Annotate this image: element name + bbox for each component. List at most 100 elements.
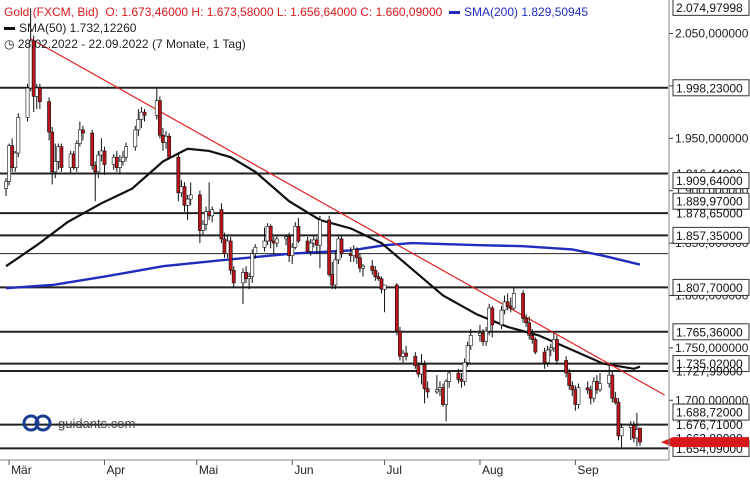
candle-down-body xyxy=(358,257,362,269)
candle xyxy=(401,349,405,363)
guidants-logo[interactable]: guidants.com xyxy=(22,413,135,433)
candle xyxy=(551,333,556,353)
candle xyxy=(268,224,273,249)
price-level-text: 1.688,72000 xyxy=(676,406,743,420)
candle xyxy=(330,261,335,290)
candle-up-body xyxy=(13,152,18,168)
candle xyxy=(447,370,452,388)
y-tick-label: 2.050,000000 xyxy=(675,27,749,41)
candle xyxy=(7,143,11,186)
y-tick-label: 1.750,000000 xyxy=(675,341,749,355)
candle-up-body xyxy=(548,347,553,351)
candle xyxy=(311,234,316,248)
candle xyxy=(524,314,529,327)
candle xyxy=(327,215,332,277)
legend-row-sma50: SMA(50) 1.732,12260 xyxy=(4,20,588,36)
candle xyxy=(394,282,399,336)
candle-down-body xyxy=(638,427,642,443)
price-level-label: 1.878,65000 xyxy=(676,207,743,221)
candle xyxy=(176,152,181,202)
candle xyxy=(296,217,301,244)
candle xyxy=(265,223,270,246)
candle-down-body xyxy=(102,150,107,165)
candle xyxy=(117,155,122,174)
candle-up-body xyxy=(311,239,316,244)
candle-up-body xyxy=(274,238,279,244)
candle-down-body xyxy=(348,253,353,256)
candle-up-body xyxy=(96,154,101,173)
candle-up-body xyxy=(204,211,208,225)
price-level-box xyxy=(672,278,750,296)
candle xyxy=(56,143,61,170)
candle xyxy=(434,375,439,394)
candle-up-body xyxy=(225,240,230,254)
candle xyxy=(4,178,8,196)
candle-up-body xyxy=(136,119,141,131)
candle-up-body xyxy=(598,383,602,391)
candle-down-body xyxy=(268,226,273,242)
candle xyxy=(197,190,202,244)
price-level-label: 1.688,72000 xyxy=(672,403,750,421)
candle-up-body xyxy=(361,265,365,269)
candle-up-body xyxy=(545,349,550,363)
candle-down-body xyxy=(376,276,381,280)
candle xyxy=(351,245,356,262)
candle xyxy=(358,253,362,273)
candle xyxy=(253,244,258,259)
guidants-logo-icon xyxy=(22,413,52,433)
candle xyxy=(219,203,224,244)
candle xyxy=(373,266,378,281)
candle xyxy=(462,358,467,386)
candle-down-body xyxy=(595,381,599,391)
candle-down-body xyxy=(573,389,578,405)
candle-up-body xyxy=(487,307,492,332)
candle-down-body xyxy=(505,301,510,307)
candle-down-body xyxy=(287,236,292,256)
candle xyxy=(616,398,621,441)
candle xyxy=(247,272,252,290)
price-level-box xyxy=(672,192,750,210)
x-tick-label: Sep xyxy=(577,463,599,477)
candle-down-body xyxy=(59,146,64,168)
candle-up-body xyxy=(56,146,61,162)
candle xyxy=(361,264,365,277)
candle-up-body xyxy=(511,293,516,309)
candle xyxy=(68,150,73,173)
candle xyxy=(521,290,525,323)
candle xyxy=(77,121,82,147)
candle xyxy=(573,385,578,411)
candle-down-body xyxy=(616,402,621,437)
candle-down-body xyxy=(425,388,430,393)
candle-down-body xyxy=(588,389,593,399)
price-level-label: 1.998,23000 xyxy=(672,79,750,97)
candle-up-body xyxy=(250,253,255,277)
candle-down-body xyxy=(31,40,36,97)
candle-up-body xyxy=(4,180,8,189)
price-level-text: 1.857,35000 xyxy=(676,229,743,243)
candle xyxy=(262,227,267,252)
candle xyxy=(555,335,559,365)
candle xyxy=(564,356,569,378)
price-level-label: 1.807,70000 xyxy=(672,278,750,296)
candle-down-body xyxy=(271,240,276,244)
candle-down-body xyxy=(330,274,335,286)
candle-up-body xyxy=(499,309,504,326)
candle-up-body xyxy=(7,145,11,182)
x-tick-label: Jul xyxy=(387,463,402,477)
candle-up-body xyxy=(318,219,322,246)
price-level-box xyxy=(672,403,750,421)
candle-up-body xyxy=(34,87,39,97)
candle xyxy=(530,329,535,344)
candle-up-body xyxy=(607,374,612,384)
candle xyxy=(441,383,445,407)
candle-down-body xyxy=(613,397,618,403)
candle xyxy=(293,222,298,250)
candle xyxy=(438,381,442,397)
price-level-box xyxy=(672,79,750,97)
candle-down-body xyxy=(527,322,532,336)
price-level-label: 1.735,02000 xyxy=(672,355,750,373)
candle xyxy=(121,150,125,166)
candle-up-body xyxy=(77,129,82,144)
candle-down-body xyxy=(373,270,378,277)
